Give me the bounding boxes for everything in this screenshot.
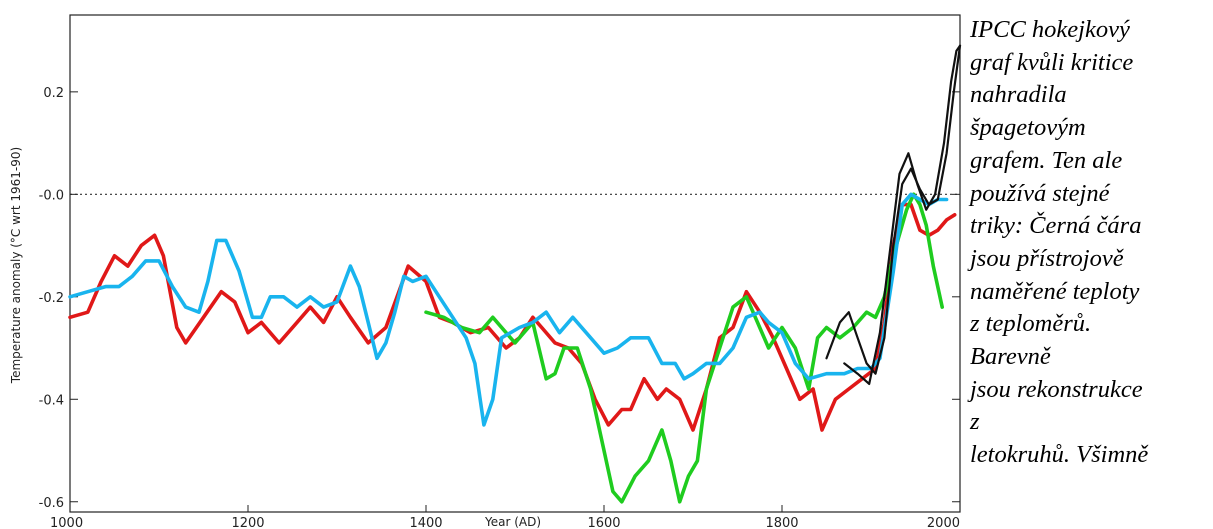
caption-line: letokruhů. Všimně	[970, 441, 1149, 469]
series-line-2	[424, 192, 945, 504]
caption-line: špagetovým	[970, 114, 1086, 142]
x-axis-title: Year (AD)	[484, 515, 541, 529]
caption-line: jsou rekonstrukce	[970, 375, 1143, 403]
caption-line: Barevně	[970, 343, 1051, 371]
caption-line: triky: Černá čára	[970, 212, 1142, 240]
series-line-1	[68, 202, 957, 432]
caption-line: naměřené teploty	[970, 277, 1140, 305]
y-tick-label: 0.2	[43, 86, 64, 101]
caption-text-block: IPCC hokejkový graf kvůli kritice nahradil…	[970, 14, 1210, 472]
y-tick-label: -0.4	[39, 393, 64, 408]
x-tick-label: 1600	[587, 516, 620, 529]
temperature-reconstruction-chart: 0.2 -0.0 -0.2 -0.4 -0.6 1000 1200 1400 1600 1800…	[9, 14, 962, 529]
caption-line: z teploměrů.	[970, 310, 1092, 338]
y-tick-label: -0.0	[39, 188, 64, 203]
caption-line: grafem. Ten ale	[970, 146, 1123, 174]
series-line-4	[825, 44, 962, 375]
caption-line: jsou přístrojově	[970, 244, 1124, 272]
x-tick-label: 1400	[409, 516, 442, 529]
plot-frame	[69, 14, 961, 513]
x-tick-label: 2000	[927, 516, 960, 529]
caption-line: graf kvůli kritice	[970, 48, 1134, 76]
series-line-3	[68, 192, 949, 427]
y-tick-label: -0.6	[39, 496, 64, 511]
x-tick-label: 1000	[50, 516, 83, 529]
x-tick-label: 1800	[765, 516, 798, 529]
y-axis-ticks: 0.2 -0.0 -0.2 -0.4 -0.6	[39, 86, 960, 511]
data-series-group	[68, 44, 962, 504]
caption-line: nahradila	[970, 81, 1067, 109]
y-tick-label: -0.2	[39, 291, 64, 306]
caption-line: IPCC hokejkový	[970, 16, 1130, 43]
series-line-5	[843, 44, 962, 385]
x-tick-label: 1200	[231, 516, 264, 529]
caption-line: z	[970, 408, 980, 436]
y-axis-title: Temperature anomaly (°C wrt 1961-90)	[9, 147, 23, 384]
x-axis-ticks: 1000 1200 1400 1600 1800 2000	[50, 505, 961, 529]
caption-line: používá stejné	[970, 179, 1110, 207]
